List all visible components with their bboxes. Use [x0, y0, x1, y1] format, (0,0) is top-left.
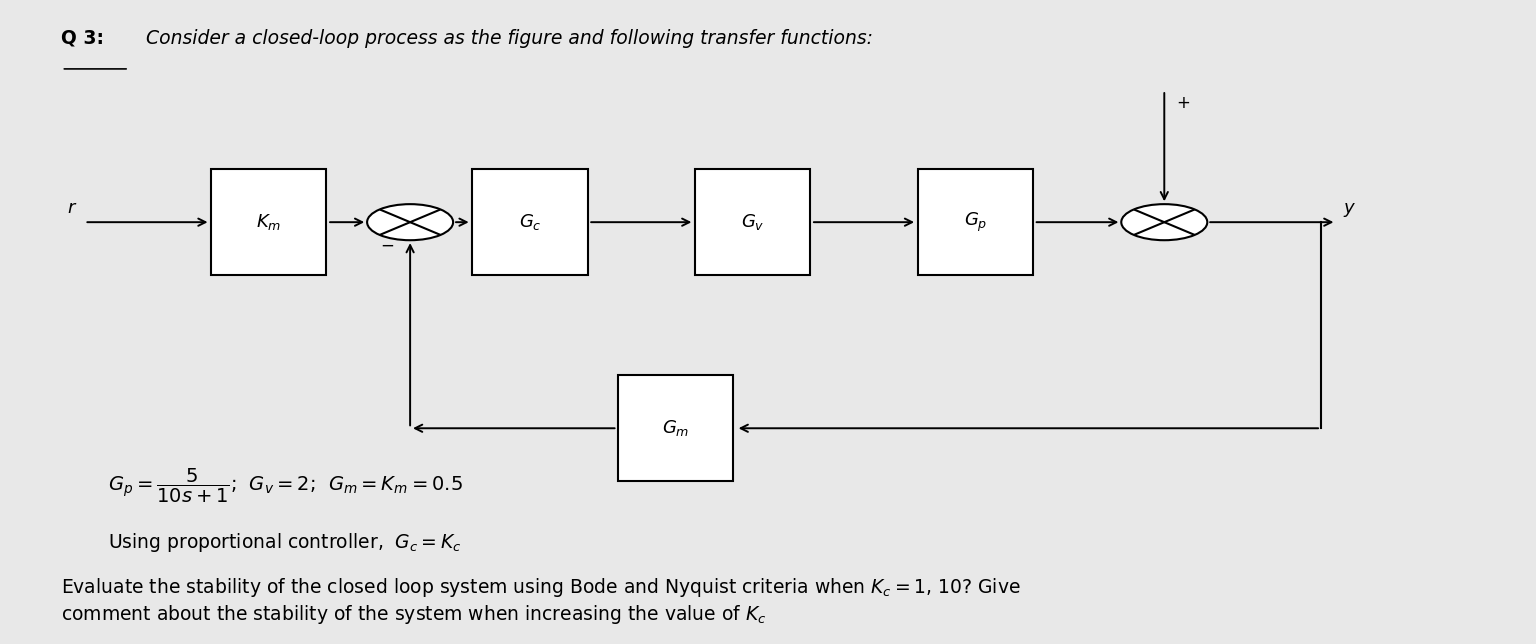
Text: Consider a closed-loop process as the figure and following transfer functions:: Consider a closed-loop process as the fi… [134, 29, 872, 48]
Text: $G_m$: $G_m$ [662, 418, 690, 439]
FancyBboxPatch shape [694, 169, 811, 276]
Circle shape [1121, 204, 1207, 240]
Text: Using proportional controller,  $G_c = K_c$: Using proportional controller, $G_c = K_… [108, 531, 461, 554]
Circle shape [367, 204, 453, 240]
FancyBboxPatch shape [617, 375, 734, 482]
Text: +: + [1175, 94, 1190, 112]
Text: r: r [68, 199, 74, 217]
Text: $-$: $-$ [379, 236, 395, 254]
Text: $G_p$: $G_p$ [963, 211, 988, 234]
FancyBboxPatch shape [473, 169, 587, 276]
Text: $G_v$: $G_v$ [740, 212, 765, 232]
Text: $G_p = \dfrac{5}{10s+1}$;  $G_v = 2$;  $G_m = K_m = 0.5$: $G_p = \dfrac{5}{10s+1}$; $G_v = 2$; $G_… [108, 467, 462, 506]
Text: y: y [1344, 199, 1353, 217]
Text: Q 3:: Q 3: [61, 29, 104, 48]
FancyBboxPatch shape [210, 169, 326, 276]
Text: $G_c$: $G_c$ [519, 212, 541, 232]
FancyBboxPatch shape [917, 169, 1032, 276]
Text: $K_m$: $K_m$ [257, 212, 281, 232]
Text: Evaluate the stability of the closed loop system using Bode and Nyquist criteria: Evaluate the stability of the closed loo… [61, 576, 1021, 625]
